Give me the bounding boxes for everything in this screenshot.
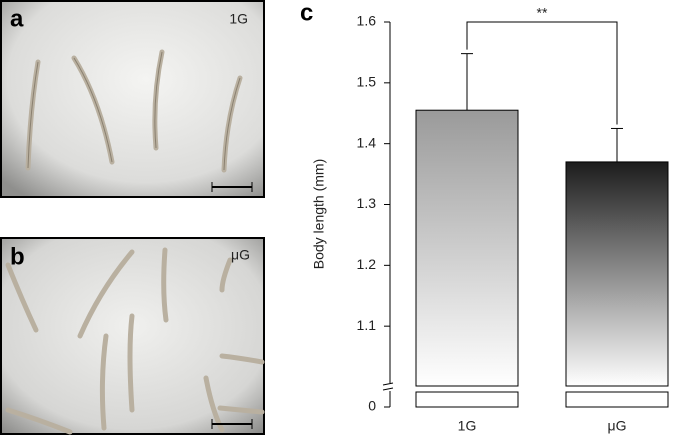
y-tick-label: 1.1 bbox=[357, 317, 377, 333]
bar-base bbox=[415, 391, 519, 408]
significance-label: ** bbox=[537, 5, 548, 21]
significance-bracket bbox=[466, 21, 618, 125]
y-tick-label: 1.2 bbox=[357, 256, 377, 272]
bar bbox=[415, 109, 519, 387]
panel-label: c bbox=[300, 0, 313, 26]
bar bbox=[565, 161, 669, 387]
micrograph-b: b μG bbox=[0, 237, 265, 435]
y-tick-label: 1.6 bbox=[357, 13, 377, 29]
axis-break bbox=[382, 387, 394, 391]
y-tick-label: 1.4 bbox=[357, 134, 377, 150]
x-tick-label: μG bbox=[608, 418, 627, 434]
x-tick-label: 1G bbox=[458, 418, 477, 434]
axis-break bbox=[382, 382, 394, 386]
panel-label: b bbox=[10, 243, 25, 270]
y-tick-label: 0 bbox=[368, 398, 376, 414]
panel-condition: 1G bbox=[229, 11, 248, 27]
panel-condition: μG bbox=[231, 247, 250, 263]
panel-label: a bbox=[10, 5, 24, 32]
y-tick-label: 1.3 bbox=[357, 195, 377, 211]
y-axis-label: Body length (mm) bbox=[311, 159, 327, 269]
y-tick-label: 1.5 bbox=[357, 74, 377, 90]
micrograph-a: a 1G bbox=[0, 0, 265, 198]
bar-base bbox=[565, 391, 669, 408]
